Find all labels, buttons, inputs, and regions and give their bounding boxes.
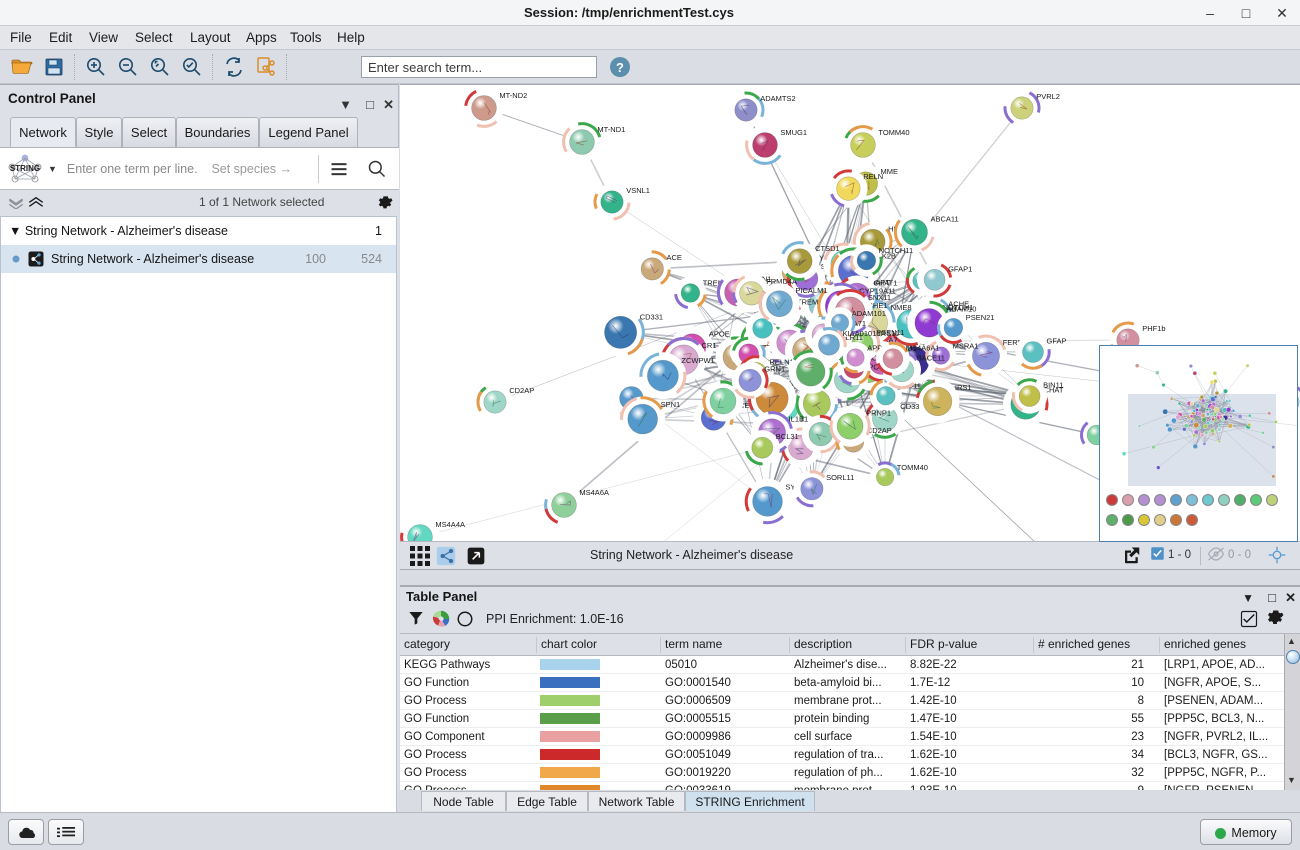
svg-text:BACE11: BACE11 xyxy=(917,354,945,363)
svg-text:MS4A4A: MS4A4A xyxy=(435,520,465,529)
svg-text:IRS1: IRS1 xyxy=(955,383,972,392)
svg-text:GRN1: GRN1 xyxy=(764,364,785,373)
svg-text:CTSD1: CTSD1 xyxy=(815,244,840,253)
svg-text:CD2AP: CD2AP xyxy=(509,386,534,395)
svg-text:SORL11: SORL11 xyxy=(826,473,854,482)
svg-text:ADAMTS2: ADAMTS2 xyxy=(760,94,795,103)
svg-text:PICALM1: PICALM1 xyxy=(795,286,827,295)
svg-text:IL1B1: IL1B1 xyxy=(789,414,809,423)
svg-text:PSEN21: PSEN21 xyxy=(966,313,995,322)
svg-text:CD33: CD33 xyxy=(900,402,919,411)
svg-text:TOMM40: TOMM40 xyxy=(878,128,909,137)
svg-text:TOMM40: TOMM40 xyxy=(897,463,928,472)
svg-text:ADAM101: ADAM101 xyxy=(852,309,886,318)
svg-text:GFAP1: GFAP1 xyxy=(948,264,972,273)
svg-text:PSEN11: PSEN11 xyxy=(876,328,904,337)
svg-text:CR1: CR1 xyxy=(702,341,717,350)
svg-text:?: ? xyxy=(616,60,624,75)
svg-text:GFAP: GFAP xyxy=(1047,337,1067,346)
svg-text:STRING: STRING xyxy=(10,164,40,173)
svg-text:ACE: ACE xyxy=(667,253,682,262)
svg-text:RELN: RELN xyxy=(863,172,883,181)
svg-text:ABCA11: ABCA11 xyxy=(931,215,959,224)
svg-text:KIAA01011: KIAA01011 xyxy=(843,329,880,338)
svg-text:APOE: APOE xyxy=(709,329,730,338)
svg-text:PHF1b: PHF1b xyxy=(1142,324,1165,333)
svg-text:SMUG1: SMUG1 xyxy=(780,128,807,137)
svg-text:MT-ND1: MT-ND1 xyxy=(597,125,625,134)
svg-text:MS4A6A1: MS4A6A1 xyxy=(906,344,940,353)
svg-text:MT-ND2: MT-ND2 xyxy=(499,91,527,100)
svg-text:PVRL2: PVRL2 xyxy=(1036,92,1060,101)
svg-text:ZCWPW1: ZCWPW1 xyxy=(681,356,714,365)
svg-text:CD331: CD331 xyxy=(640,312,663,321)
svg-text:SPN1: SPN1 xyxy=(661,400,681,409)
svg-text:SNX11: SNX11 xyxy=(868,293,891,302)
svg-text:NOTCH11: NOTCH11 xyxy=(879,246,913,255)
svg-text:BCL31: BCL31 xyxy=(776,432,799,441)
svg-text:PRNP1: PRNP1 xyxy=(866,409,891,418)
svg-text:VSNL1: VSNL1 xyxy=(626,186,650,195)
svg-text:BIN11: BIN11 xyxy=(1043,381,1063,390)
svg-text:NME8: NME8 xyxy=(891,303,912,312)
svg-text:MS4A6A: MS4A6A xyxy=(579,488,609,497)
